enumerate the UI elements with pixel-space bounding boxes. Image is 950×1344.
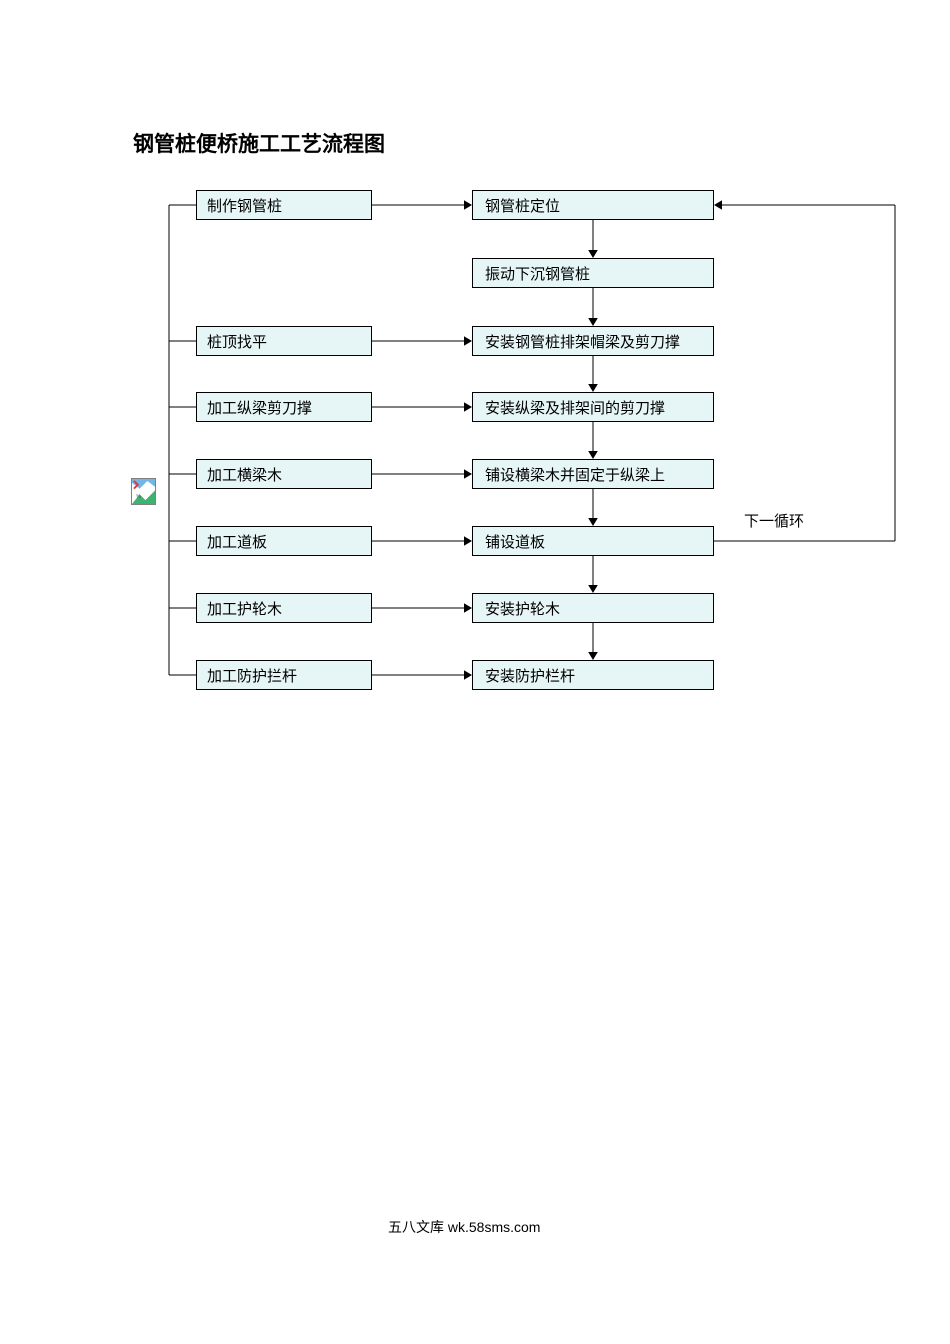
- page-footer: 五八文库 wk.58sms.com: [388, 1217, 540, 1237]
- flow-node-R4: 铺设横梁木并固定于纵梁上: [472, 459, 714, 489]
- flow-node-R7: 安装防护栏杆: [472, 660, 714, 690]
- flow-node-L2: 加工纵梁剪刀撑: [196, 392, 372, 422]
- flow-node-L4: 加工道板: [196, 526, 372, 556]
- flow-node-L5: 加工护轮木: [196, 593, 372, 623]
- flow-node-L0: 制作钢管桩: [196, 190, 372, 220]
- flow-node-L1: 桩顶找平: [196, 326, 372, 356]
- flow-node-R5: 铺设道板: [472, 526, 714, 556]
- flow-node-R6: 安装护轮木: [472, 593, 714, 623]
- flow-node-R1: 振动下沉钢管桩: [472, 258, 714, 288]
- flow-node-R2: 安装钢管桩排架帽梁及剪刀撑: [472, 326, 714, 356]
- page-title: 钢管桩便桥施工工艺流程图: [133, 128, 385, 158]
- loop-label: 下一循环: [744, 510, 804, 531]
- flow-node-R3: 安装纵梁及排架间的剪刀撑: [472, 392, 714, 422]
- broken-image-icon: ⅝: [131, 478, 156, 505]
- flow-node-R0: 钢管桩定位: [472, 190, 714, 220]
- svg-text:⅝: ⅝: [136, 494, 141, 500]
- flow-node-L3: 加工横梁木: [196, 459, 372, 489]
- flow-node-L6: 加工防护拦杆: [196, 660, 372, 690]
